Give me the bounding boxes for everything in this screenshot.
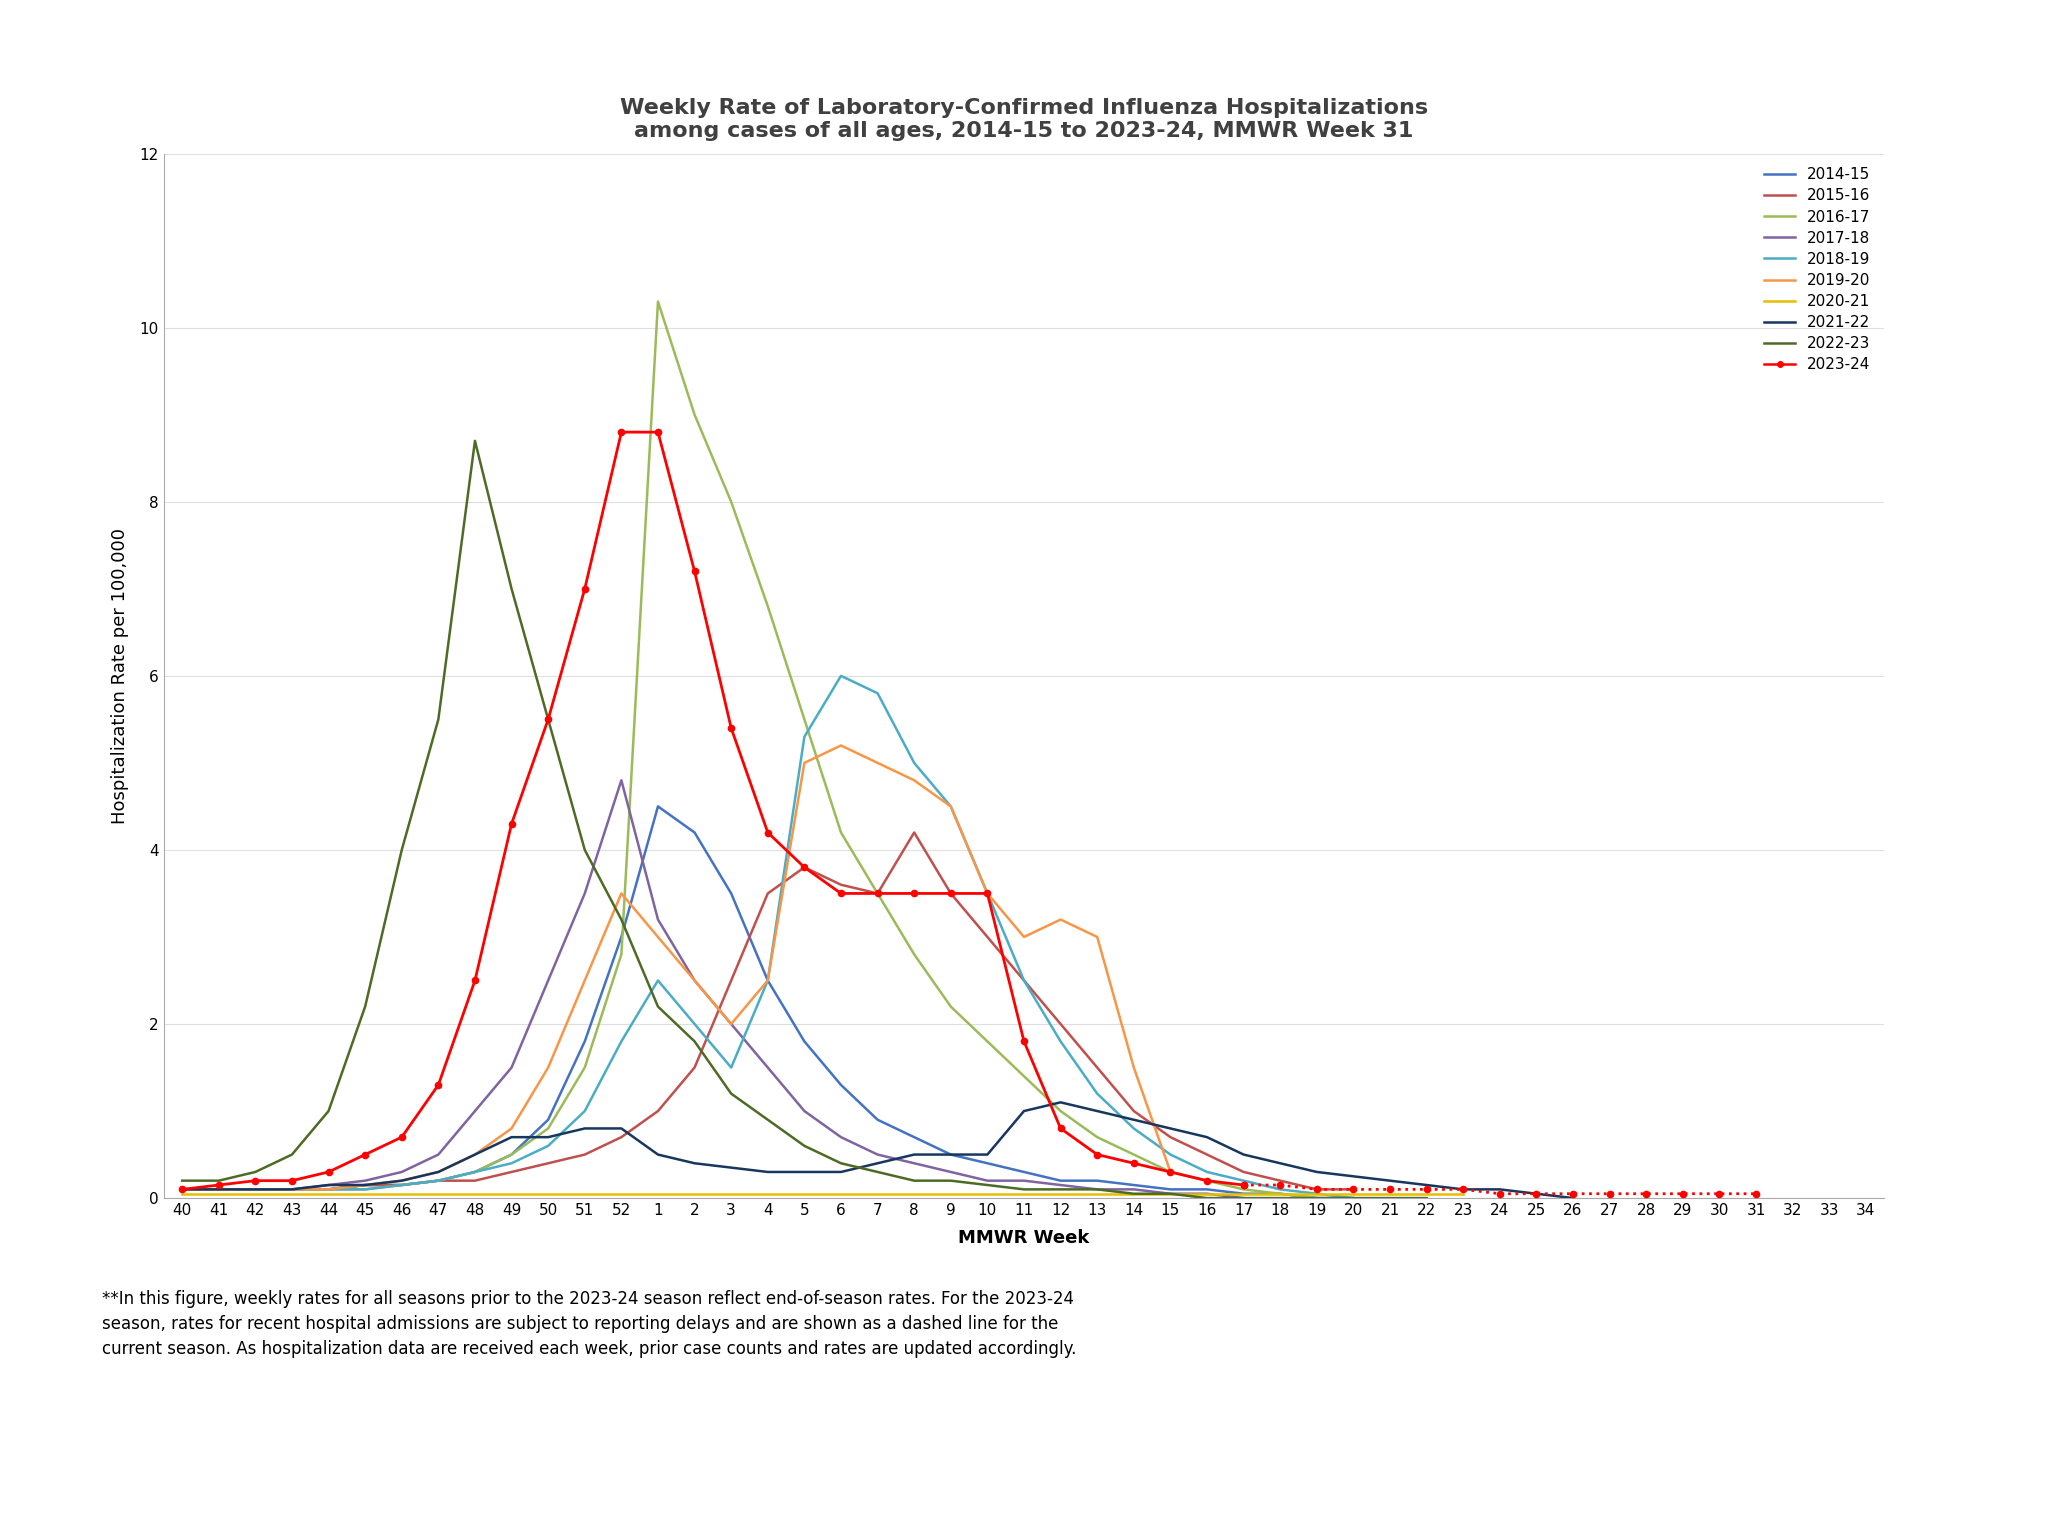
Y-axis label: Hospitalization Rate per 100,000: Hospitalization Rate per 100,000 <box>111 528 129 823</box>
Title: Weekly Rate of Laboratory-Confirmed Influenza Hospitalizations
among cases of al: Weekly Rate of Laboratory-Confirmed Infl… <box>621 98 1427 141</box>
Legend: 2014-15, 2015-16, 2016-17, 2017-18, 2018-19, 2019-20, 2020-21, 2021-22, 2022-23,: 2014-15, 2015-16, 2016-17, 2017-18, 2018… <box>1757 161 1876 378</box>
Text: **In this figure, weekly rates for all seasons prior to the 2023-24 season refle: **In this figure, weekly rates for all s… <box>102 1290 1077 1358</box>
X-axis label: MMWR Week: MMWR Week <box>958 1229 1090 1247</box>
